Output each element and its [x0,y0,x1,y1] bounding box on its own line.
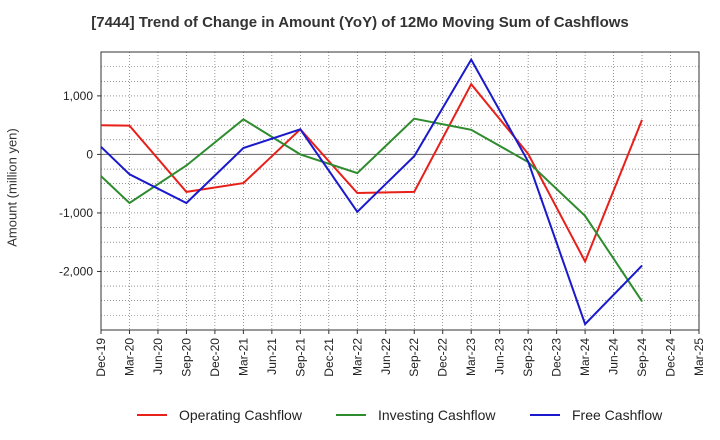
x-tick-label: Sep-23 [521,338,535,377]
legend-item-operating: Operating Cashflow [137,404,302,426]
plot-frame [100,51,700,331]
x-tick-label: Dec-24 [664,338,678,377]
legend-swatch-operating [137,414,167,416]
series-line-investing-cashflow [100,117,643,302]
legend-swatch-free [530,414,560,416]
x-tick-label: Jun-22 [379,338,393,375]
x-tick-label: Mar-24 [578,338,592,376]
x-tick-label: Sep-21 [293,338,307,377]
x-tick-label: Dec-21 [322,338,336,377]
x-tick-label: Mar-21 [236,338,250,376]
x-tick-label: Dec-22 [436,338,450,377]
series-line-free-cashflow [100,57,643,326]
x-tick-label: Sep-24 [635,338,649,377]
x-tick-label: Dec-23 [550,338,564,377]
line-chart: 1,000 0 -1,000 -2,000 Dec-19 Mar-20 Jun-20 Sep-… [59,51,706,377]
y-tick-label: -1,000 [59,206,93,220]
legend-label-investing: Investing Cashflow [378,407,496,423]
x-tick-label: Jun-20 [151,338,165,375]
legend-label-operating: Operating Cashflow [179,407,302,423]
y-tick-label: 1,000 [63,89,93,103]
x-tick-label: Mar-22 [350,338,364,376]
chart-title: [7444] Trend of Change in Amount (YoY) o… [91,14,629,31]
x-tick-label: Mar-20 [122,338,136,376]
x-tick-label: Mar-23 [464,338,478,376]
y-tick-label: 0 [86,147,93,161]
legend: Operating Cashflow Investing Cashflow Fr… [0,404,720,426]
x-tick-label: Jun-24 [607,338,621,375]
x-tick-label: Jun-23 [493,338,507,375]
legend-item-investing: Investing Cashflow [336,404,496,426]
x-tick-label: Dec-19 [94,338,108,377]
series-line-operating-cashflow [100,82,643,264]
x-tick-label: Sep-20 [179,338,193,377]
x-tick-label: Sep-22 [407,338,421,377]
x-tick-label: Jun-21 [265,338,279,375]
legend-item-free: Free Cashflow [530,404,662,426]
x-tick-label: Dec-20 [208,338,222,377]
legend-swatch-investing [336,414,366,416]
legend-label-free: Free Cashflow [572,407,663,423]
axis-layer: 1,000 0 -1,000 -2,000 Dec-19 Mar-20 Jun-20 Sep-… [59,51,706,377]
series-layer [100,57,643,326]
y-tick-label: -2,000 [59,264,93,278]
x-tick-label: Mar-25 [692,338,706,376]
